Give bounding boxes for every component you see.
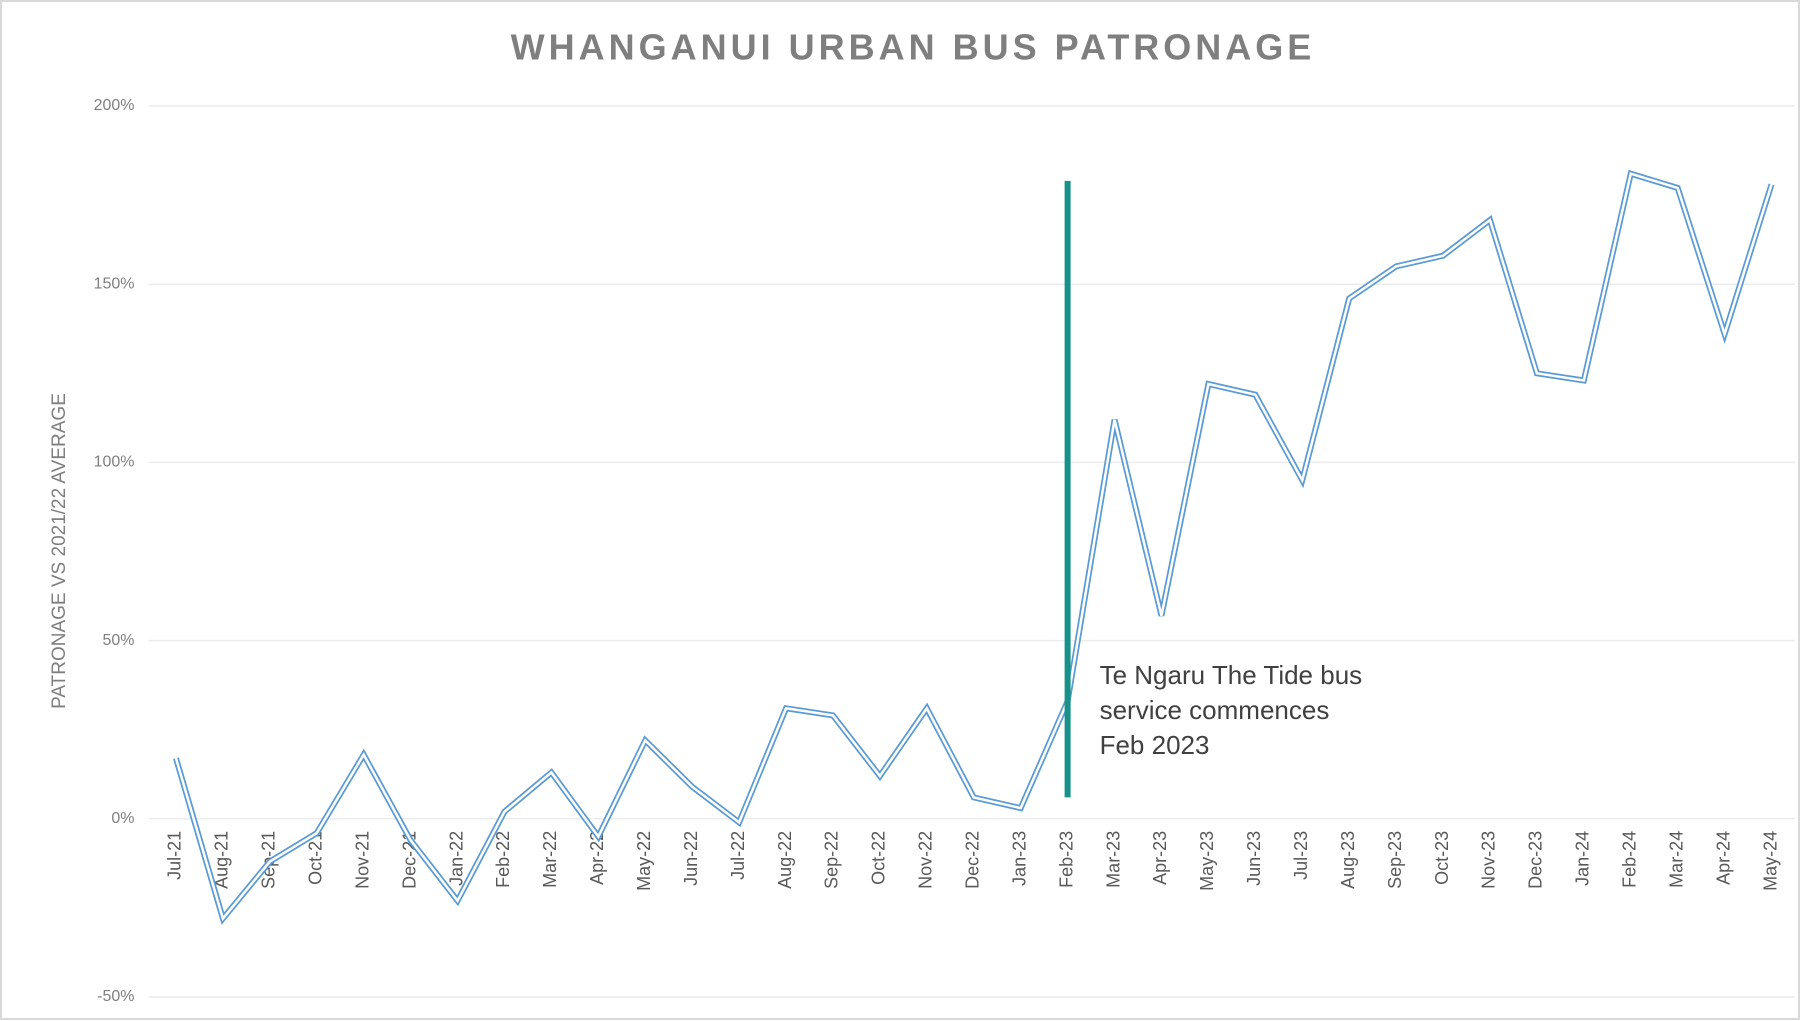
x-tick-label: Sep-22 [822,831,842,889]
series-line [173,169,1775,925]
x-tick-label: Jan-24 [1573,831,1593,886]
x-tick-label: Nov-21 [352,831,372,889]
x-tick-label: Jun-23 [1244,831,1264,886]
x-tick-label: May-23 [1197,831,1217,891]
x-tick-label: Dec-22 [963,831,983,889]
y-tick-label: 200% [94,97,135,114]
annotation: Feb 2023 [1100,730,1210,760]
y-tick-label: 100% [94,454,135,471]
series-line-inner [174,172,1773,922]
x-tick-label: Feb-24 [1620,831,1640,888]
x-tick-label: Feb-23 [1056,831,1076,888]
x-tick-label: Oct-21 [306,831,326,885]
x-tick-label: Apr-24 [1713,831,1733,885]
x-tick-label: Feb-22 [493,831,513,888]
x-tick-label: Jul-21 [165,831,185,880]
y-tick-label: -50% [97,988,134,1005]
x-tick-label: Dec-23 [1526,831,1546,889]
x-tick-label: Aug-22 [775,831,795,889]
x-tick-label: Jul-23 [1291,831,1311,880]
x-tick-label: Nov-23 [1479,831,1499,889]
x-tick-label: Mar-22 [540,831,560,888]
x-tick-label: Mar-24 [1666,831,1686,888]
x-tick-label: May-22 [634,831,654,891]
y-axis-label: PATRONAGE VS 2021/22 AVERAGE [49,393,70,709]
x-tick-label: Apr-22 [587,831,607,885]
annotation: Te Ngaru The Tide bus [1100,660,1363,690]
x-tick-label: Jun-22 [681,831,701,886]
annotation: service commences [1100,695,1330,725]
x-tick-label: Apr-23 [1150,831,1170,885]
x-tick-label: Oct-23 [1432,831,1452,885]
x-tick-label: Jan-23 [1009,831,1029,886]
y-tick-label: 50% [102,632,134,649]
x-tick-label: Jan-22 [446,831,466,886]
x-tick-label: Aug-21 [212,831,232,889]
x-tick-label: Aug-23 [1338,831,1358,889]
x-tick-label: May-24 [1760,831,1780,891]
x-tick-label: Nov-22 [916,831,936,889]
chart-title: WHANGANUI URBAN BUS PATRONAGE [511,27,1316,68]
x-tick-label: Oct-22 [869,831,889,885]
x-tick-label: Jul-22 [728,831,748,880]
y-tick-label: 0% [111,810,134,827]
x-tick-label: Mar-23 [1103,831,1123,888]
y-tick-label: 150% [94,275,135,292]
x-tick-label: Sep-23 [1385,831,1405,889]
